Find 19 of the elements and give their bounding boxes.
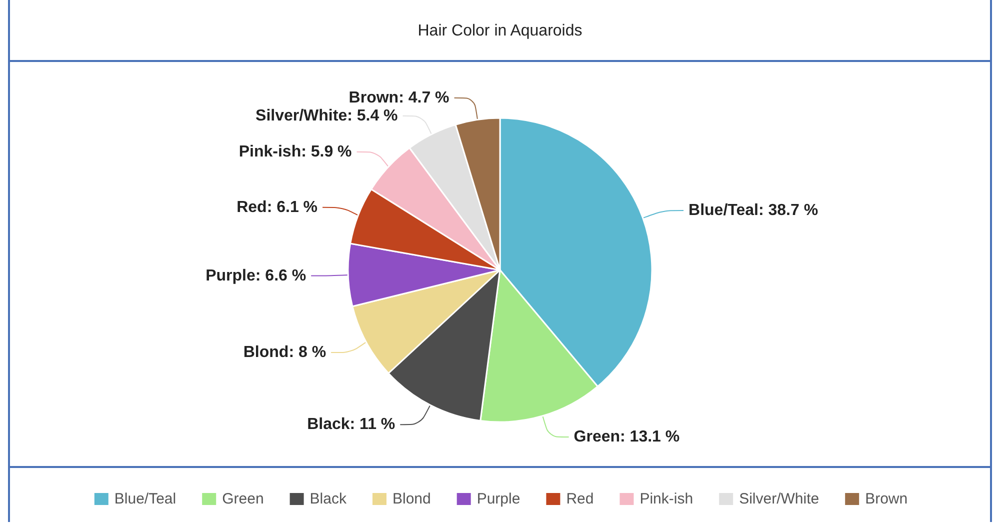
legend-label: Pink-ish [640, 490, 694, 508]
legend-label: Red [566, 490, 594, 508]
legend-label: Green [222, 490, 264, 508]
data-label: Red: 6.1 % [236, 198, 318, 216]
data-label: Silver/White: 5.4 % [256, 107, 398, 124]
legend-label: Black [310, 490, 347, 508]
data-label: Purple: 6.6 % [206, 267, 306, 284]
data-label: Blond: 8 % [243, 344, 326, 362]
legend-label: Blond [392, 490, 431, 508]
data-label: Green: 13.1 % [574, 428, 680, 446]
data-label: Pink-ish: 5.9 % [238, 143, 352, 160]
data-label: Blue/Teal: 38.7 % [688, 202, 818, 220]
legend-label: Brown [865, 490, 908, 508]
data-label: Black: 11 % [307, 416, 396, 434]
legend-label: Purple [476, 490, 520, 508]
legend-label: Blue/Teal [114, 490, 176, 508]
legend-label: Silver/White [739, 490, 820, 508]
data-label: Brown: 4.7 % [348, 89, 450, 106]
chart-title: Hair Color in Aquaroids [418, 22, 582, 40]
